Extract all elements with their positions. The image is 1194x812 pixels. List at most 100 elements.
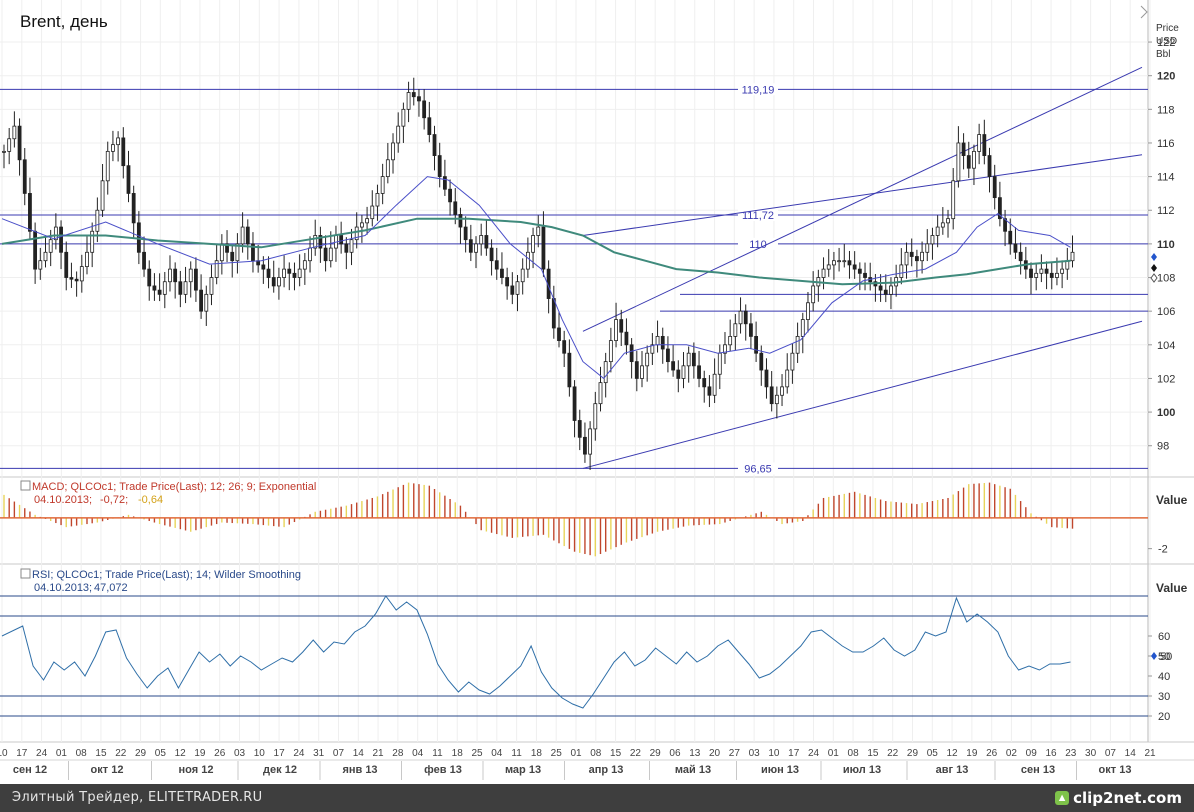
candle-up: [785, 369, 790, 388]
candle-down: [173, 268, 178, 283]
candle-up: [1060, 268, 1065, 274]
x-day-label: 31: [313, 748, 325, 759]
x-day-label: 14: [353, 748, 365, 759]
candle-down: [33, 230, 38, 270]
x-day-label: 15: [610, 748, 622, 759]
candle-down: [510, 285, 515, 295]
x-month-label: сен 13: [1021, 764, 1055, 776]
x-day-label: 24: [293, 748, 305, 759]
candle-up: [972, 150, 976, 169]
x-month-label: авг 13: [936, 764, 969, 776]
candle-down: [74, 278, 79, 282]
x-day-label: 21: [1144, 748, 1156, 759]
x-month-label: фев 13: [424, 764, 462, 776]
price-tick-label: 116: [1157, 138, 1175, 150]
candle-down: [764, 369, 769, 388]
candle-up: [603, 361, 608, 384]
x-day-label: 24: [36, 748, 48, 759]
candle-up: [790, 352, 795, 371]
candle-down: [318, 235, 323, 249]
candle-down: [344, 243, 349, 253]
candle-up: [935, 226, 940, 236]
candle-up: [349, 239, 354, 253]
candle-up: [313, 235, 318, 249]
candle-down: [432, 134, 437, 156]
level-label: 96,65: [744, 463, 772, 475]
candle-up: [515, 281, 520, 295]
candle-down: [987, 155, 992, 178]
x-day-label: 10: [768, 748, 780, 759]
candle-down: [759, 352, 764, 371]
candle-up: [686, 352, 691, 367]
rsi-tick-label: 40: [1158, 671, 1170, 683]
rsi-tick-label: 30: [1158, 691, 1170, 703]
price-tick-label: 122: [1157, 37, 1175, 49]
moving-average-long: [1, 217, 1071, 286]
candle-up: [235, 243, 240, 262]
candle-down: [852, 264, 857, 270]
candle-down: [691, 352, 696, 367]
candle-down: [863, 272, 867, 278]
price-tick-label: 98: [1157, 441, 1169, 453]
candle-up: [391, 142, 395, 161]
x-day-label: 23: [1065, 748, 1077, 759]
rsi-tick-label: 50: [1158, 651, 1170, 663]
candle-up: [940, 222, 945, 228]
candle-up: [826, 264, 831, 270]
x-day-label: 03: [234, 748, 246, 759]
candle-down: [131, 193, 136, 224]
candle-up: [365, 218, 369, 224]
candle-up: [593, 403, 598, 430]
price-tick-label: 100: [1157, 407, 1175, 419]
rsi-marker-icon: [1151, 652, 1157, 660]
candle-down: [126, 165, 131, 194]
candle-down: [323, 247, 328, 262]
candle-up: [920, 251, 924, 262]
clip2net-logo[interactable]: ▲ clip2net.com: [1055, 788, 1182, 808]
candle-down: [572, 386, 577, 421]
candle-up: [588, 428, 593, 455]
x-day-label: 07: [333, 748, 345, 759]
candle-down: [1049, 272, 1054, 278]
candle-up: [655, 335, 660, 346]
price-axis-title: USD: [1156, 36, 1177, 47]
candle-down: [484, 235, 489, 249]
candle-up: [1039, 268, 1044, 274]
rsi-axis-title: Value: [1156, 581, 1188, 595]
candle-down: [152, 285, 157, 291]
x-day-label: 29: [650, 748, 662, 759]
candle-up: [401, 108, 406, 127]
x-day-label: 06: [669, 748, 681, 759]
candle-down: [489, 247, 494, 262]
price-tick-label: 120: [1157, 71, 1175, 83]
candle-down: [28, 193, 32, 232]
x-day-label: 01: [570, 748, 582, 759]
candle-down: [754, 335, 759, 354]
x-day-label: 12: [947, 748, 959, 759]
x-day-label: 19: [966, 748, 978, 759]
candle-up: [90, 230, 95, 253]
x-day-label: 22: [630, 748, 642, 759]
x-day-label: 08: [76, 748, 88, 759]
candle-down: [707, 386, 712, 396]
candle-down: [961, 142, 966, 156]
x-day-label: 14: [1125, 748, 1137, 759]
candle-down: [1003, 218, 1007, 232]
x-day-label: 28: [392, 748, 404, 759]
candle-up: [899, 264, 904, 278]
macd-tick-label: -2: [1158, 544, 1168, 556]
candle-down: [417, 96, 421, 102]
price-marker-icon: [1150, 273, 1158, 283]
x-day-label: 24: [808, 748, 820, 759]
candle-up: [85, 251, 89, 267]
candle-up: [354, 226, 359, 241]
candle-up: [479, 235, 484, 245]
x-day-label: 12: [175, 748, 187, 759]
candle-up: [728, 335, 733, 346]
x-day-label: 18: [452, 748, 464, 759]
candle-up: [733, 323, 738, 337]
candle-up: [608, 340, 613, 363]
candle-up: [598, 382, 603, 405]
candle-down: [847, 260, 852, 266]
